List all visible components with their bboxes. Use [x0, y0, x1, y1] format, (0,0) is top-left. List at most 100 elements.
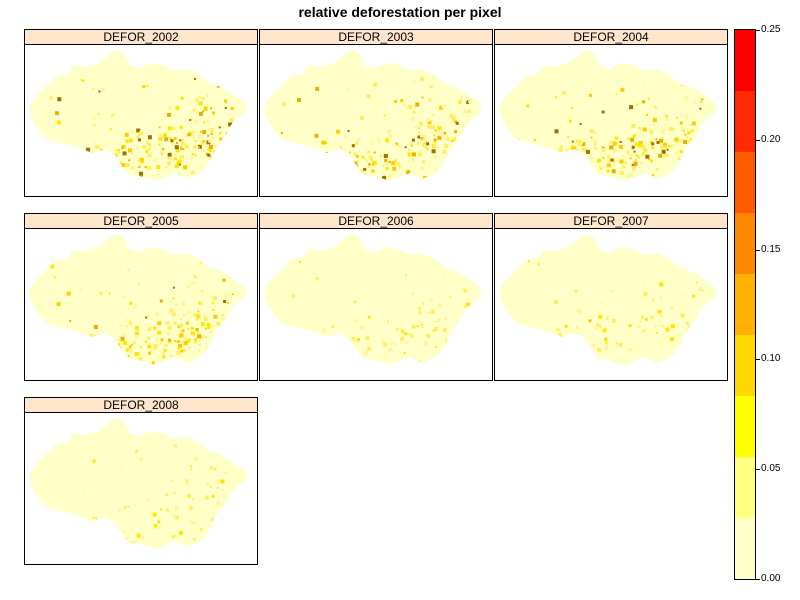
- deforestation-pixel: [174, 339, 176, 342]
- deforestation-pixel: [131, 130, 135, 133]
- deforestation-pixel: [367, 161, 371, 165]
- deforestation-pixel: [412, 80, 416, 84]
- deforestation-pixel: [182, 348, 186, 352]
- deforestation-pixel: [403, 332, 407, 336]
- deforestation-pixel: [436, 123, 439, 126]
- deforestation-pixel: [469, 145, 472, 148]
- deforestation-pixel: [66, 291, 71, 296]
- deforestation-pixel: [641, 151, 646, 156]
- deforestation-pixel: [120, 359, 125, 364]
- deforestation-pixel: [351, 337, 356, 341]
- deforestation-pixel: [461, 125, 464, 128]
- deforestation-pixel: [216, 321, 221, 326]
- deforestation-pixel: [147, 135, 152, 140]
- deforestation-pixel: [559, 157, 563, 161]
- deforestation-pixel: [437, 126, 442, 131]
- deforestation-pixel: [212, 309, 215, 311]
- deforestation-pixel: [230, 106, 234, 110]
- deforestation-pixel: [452, 139, 455, 142]
- deforestation-pixel: [466, 302, 471, 307]
- deforestation-pixel: [649, 145, 653, 149]
- deforestation-pixel: [196, 330, 200, 334]
- deforestation-pixel: [452, 136, 457, 141]
- deforestation-pixel: [601, 166, 605, 170]
- deforestation-pixel: [234, 306, 237, 308]
- region-shape: [264, 233, 482, 365]
- deforestation-pixel: [661, 333, 664, 336]
- deforestation-pixel: [634, 158, 638, 162]
- deforestation-pixel: [173, 491, 176, 494]
- deforestation-pixel: [459, 151, 463, 155]
- deforestation-pixel: [395, 343, 398, 346]
- deforestation-pixel: [633, 161, 638, 166]
- deforestation-pixel: [579, 176, 584, 181]
- deforestation-pixel: [97, 354, 102, 359]
- deforestation-pixel: [331, 171, 334, 174]
- deforestation-pixel: [693, 86, 697, 90]
- deforestation-pixel: [437, 130, 442, 135]
- deforestation-pixel: [438, 303, 443, 308]
- deforestation-pixel: [407, 160, 410, 163]
- deforestation-pixel: [643, 291, 648, 296]
- deforestation-pixel: [445, 152, 448, 155]
- deforestation-pixel: [571, 161, 574, 163]
- deforestation-pixel: [576, 326, 579, 329]
- deforestation-pixel: [192, 281, 196, 285]
- deforestation-pixel: [571, 339, 575, 343]
- deforestation-pixel: [185, 133, 188, 137]
- deforestation-pixel: [201, 97, 205, 101]
- deforestation-pixel: [190, 326, 194, 330]
- deforestation-pixel: [681, 166, 684, 169]
- deforestation-pixel: [619, 159, 624, 164]
- deforestation-pixel: [421, 134, 426, 139]
- deforestation-pixel: [588, 319, 592, 323]
- deforestation-pixel: [353, 152, 357, 156]
- deforestation-pixel: [214, 347, 219, 352]
- deforestation-pixel: [200, 142, 204, 146]
- deforestation-pixel: [527, 260, 530, 263]
- deforestation-pixel: [219, 511, 224, 516]
- deforestation-pixel: [227, 141, 231, 145]
- deforestation-pixel: [127, 268, 130, 271]
- deforestation-pixel: [594, 326, 597, 329]
- deforestation-pixel: [626, 150, 630, 154]
- deforestation-pixel: [680, 313, 685, 318]
- deforestation-pixel: [681, 293, 684, 296]
- deforestation-pixel: [589, 173, 592, 176]
- deforestation-pixel: [129, 540, 134, 545]
- deforestation-pixel: [642, 127, 647, 132]
- deforestation-pixel: [686, 135, 689, 138]
- deforestation-pixel: [169, 137, 172, 140]
- deforestation-pixel: [190, 465, 193, 468]
- deforestation-pixel: [334, 175, 338, 179]
- map-panel: DEFOR_2004: [494, 29, 728, 197]
- deforestation-pixel: [225, 102, 228, 104]
- deforestation-pixel: [209, 330, 213, 334]
- deforestation-pixel: [153, 159, 156, 162]
- deforestation-pixel: [196, 110, 199, 113]
- deforestation-pixel: [430, 309, 435, 314]
- deforestation-pixel: [87, 346, 91, 350]
- deforestation-pixel: [641, 146, 646, 151]
- deforestation-pixel: [198, 343, 201, 346]
- deforestation-pixel: [147, 351, 151, 355]
- deforestation-pixel: [131, 152, 134, 155]
- deforestation-pixel: [165, 166, 168, 169]
- deforestation-pixel: [228, 293, 231, 296]
- deforestation-pixel: [106, 151, 110, 155]
- region-shape: [29, 417, 247, 549]
- deforestation-pixel: [441, 104, 446, 109]
- deforestation-pixel: [614, 360, 618, 364]
- deforestation-pixel: [112, 170, 116, 175]
- deforestation-pixel: [665, 147, 668, 149]
- deforestation-pixel: [117, 169, 120, 172]
- deforestation-pixel: [632, 134, 636, 138]
- deforestation-pixel: [222, 327, 225, 330]
- deforestation-pixel: [589, 93, 592, 97]
- deforestation-pixel: [453, 168, 458, 173]
- deforestation-pixel: [463, 109, 468, 114]
- deforestation-pixel: [645, 154, 650, 159]
- deforestation-pixel: [186, 321, 189, 325]
- deforestation-pixel: [321, 327, 324, 330]
- deforestation-pixel: [212, 345, 217, 349]
